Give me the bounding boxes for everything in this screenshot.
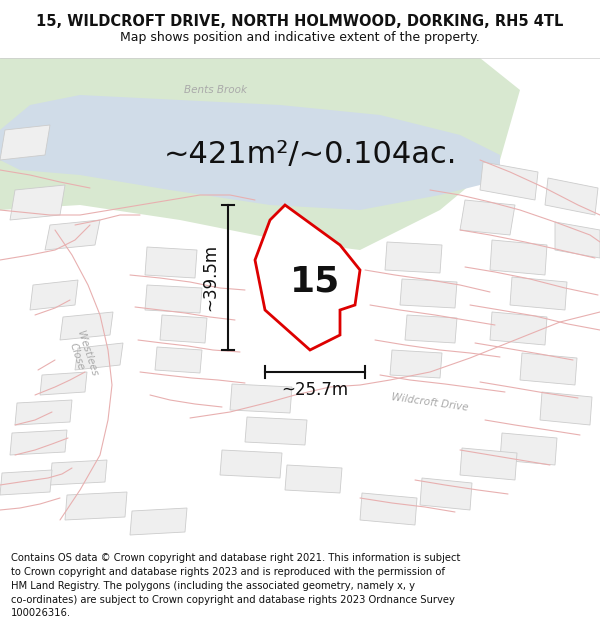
Polygon shape xyxy=(10,185,65,220)
Polygon shape xyxy=(460,448,517,480)
Polygon shape xyxy=(245,417,307,445)
Polygon shape xyxy=(480,162,538,200)
Polygon shape xyxy=(145,247,197,278)
Polygon shape xyxy=(15,400,72,425)
Polygon shape xyxy=(510,277,567,310)
Polygon shape xyxy=(50,460,107,485)
Text: 15, WILDCROFT DRIVE, NORTH HOLMWOOD, DORKING, RH5 4TL: 15, WILDCROFT DRIVE, NORTH HOLMWOOD, DOR… xyxy=(37,14,563,29)
Polygon shape xyxy=(130,508,187,535)
Polygon shape xyxy=(460,200,515,235)
Polygon shape xyxy=(520,353,577,385)
Text: Wildcroft Drive: Wildcroft Drive xyxy=(391,392,469,412)
Polygon shape xyxy=(160,315,207,343)
Polygon shape xyxy=(75,343,123,370)
Polygon shape xyxy=(405,315,457,343)
Polygon shape xyxy=(0,125,50,160)
Polygon shape xyxy=(220,450,282,478)
Text: Contains OS data © Crown copyright and database right 2021. This information is : Contains OS data © Crown copyright and d… xyxy=(11,553,460,563)
Polygon shape xyxy=(145,285,202,313)
Polygon shape xyxy=(230,384,292,413)
Polygon shape xyxy=(400,279,457,308)
Text: Bents Brook: Bents Brook xyxy=(184,85,247,95)
Polygon shape xyxy=(40,372,87,395)
Polygon shape xyxy=(0,470,52,495)
Polygon shape xyxy=(60,312,113,340)
Text: to Crown copyright and database rights 2023 and is reproduced with the permissio: to Crown copyright and database rights 2… xyxy=(11,567,445,577)
Text: Map shows position and indicative extent of the property.: Map shows position and indicative extent… xyxy=(120,31,480,44)
Polygon shape xyxy=(490,240,547,275)
Polygon shape xyxy=(390,350,442,378)
Polygon shape xyxy=(540,392,592,425)
Polygon shape xyxy=(0,95,500,210)
Text: ~39.5m: ~39.5m xyxy=(201,244,219,311)
Polygon shape xyxy=(285,465,342,493)
Polygon shape xyxy=(385,242,442,273)
Polygon shape xyxy=(555,222,600,258)
Polygon shape xyxy=(360,493,417,525)
Text: Westlees
Close: Westlees Close xyxy=(64,329,100,381)
Polygon shape xyxy=(30,280,78,310)
Polygon shape xyxy=(420,478,472,510)
Polygon shape xyxy=(45,220,100,250)
Polygon shape xyxy=(155,347,202,373)
Polygon shape xyxy=(65,492,127,520)
Text: 100026316.: 100026316. xyxy=(11,609,71,619)
Polygon shape xyxy=(490,312,547,345)
Text: ~25.7m: ~25.7m xyxy=(281,381,349,399)
Polygon shape xyxy=(0,58,520,250)
Polygon shape xyxy=(545,178,598,215)
Text: HM Land Registry. The polygons (including the associated geometry, namely x, y: HM Land Registry. The polygons (includin… xyxy=(11,581,415,591)
Text: 15: 15 xyxy=(290,265,340,299)
Text: ~421m²/~0.104ac.: ~421m²/~0.104ac. xyxy=(163,141,457,169)
Polygon shape xyxy=(255,205,360,350)
Polygon shape xyxy=(500,433,557,465)
Text: co-ordinates) are subject to Crown copyright and database rights 2023 Ordnance S: co-ordinates) are subject to Crown copyr… xyxy=(11,594,455,604)
Polygon shape xyxy=(10,430,67,455)
